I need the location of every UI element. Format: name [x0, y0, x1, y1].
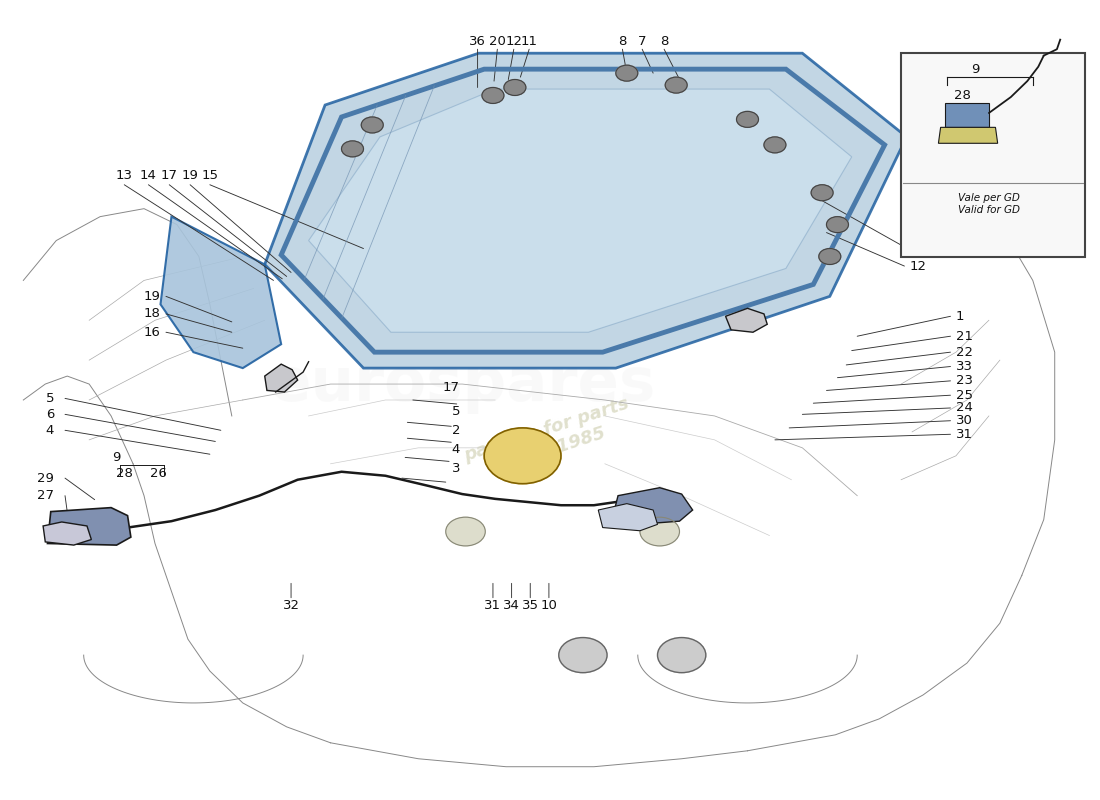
Circle shape [811, 185, 833, 201]
Circle shape [361, 117, 383, 133]
Text: 30: 30 [956, 414, 972, 427]
Text: 5: 5 [45, 392, 54, 405]
Text: 36: 36 [469, 34, 486, 48]
Text: 17: 17 [161, 169, 178, 182]
Text: 4: 4 [46, 424, 54, 437]
Text: 21: 21 [956, 330, 974, 342]
Text: 16: 16 [144, 326, 161, 338]
Text: 31: 31 [956, 428, 974, 441]
Circle shape [341, 141, 363, 157]
Text: 22: 22 [956, 346, 974, 358]
Circle shape [616, 65, 638, 81]
Text: 2: 2 [451, 424, 460, 437]
Polygon shape [265, 364, 298, 392]
Text: 31: 31 [484, 599, 502, 612]
Text: passion for parts
since 1985: passion for parts since 1985 [462, 394, 638, 485]
Text: eurospares: eurospares [270, 354, 656, 414]
Polygon shape [43, 522, 91, 545]
Text: 25: 25 [956, 389, 974, 402]
Polygon shape [726, 308, 767, 332]
Text: 11: 11 [910, 241, 927, 254]
Polygon shape [598, 504, 658, 530]
Text: 8: 8 [660, 34, 669, 48]
Text: 28: 28 [116, 467, 133, 480]
Circle shape [818, 249, 840, 265]
Text: 7: 7 [638, 34, 647, 48]
Text: 5: 5 [451, 405, 460, 418]
Circle shape [737, 111, 759, 127]
Text: 33: 33 [956, 360, 974, 373]
Text: 9: 9 [971, 62, 980, 76]
Text: 17: 17 [443, 381, 460, 394]
Text: 12: 12 [505, 34, 522, 48]
Circle shape [666, 77, 688, 93]
Text: 11: 11 [520, 34, 538, 48]
Text: 18: 18 [144, 307, 161, 321]
Text: 1: 1 [956, 310, 965, 322]
Text: 19: 19 [182, 169, 198, 182]
Text: Vale per GD: Vale per GD [958, 193, 1020, 202]
Text: 27: 27 [37, 489, 54, 502]
Circle shape [826, 217, 848, 233]
Polygon shape [265, 54, 906, 368]
Text: 4: 4 [452, 443, 460, 456]
Circle shape [504, 79, 526, 95]
Text: 13: 13 [116, 169, 133, 182]
Text: 20: 20 [488, 34, 506, 48]
FancyBboxPatch shape [901, 54, 1086, 257]
Text: 32: 32 [283, 599, 299, 612]
Text: 28: 28 [954, 89, 971, 102]
Polygon shape [614, 488, 693, 524]
Text: 6: 6 [46, 408, 54, 421]
Text: 34: 34 [503, 599, 520, 612]
Bar [945, 103, 989, 127]
Polygon shape [938, 127, 998, 143]
Text: 15: 15 [201, 169, 219, 182]
Text: 19: 19 [144, 290, 161, 303]
Text: Valid for GD: Valid for GD [958, 206, 1020, 215]
Text: 12: 12 [910, 259, 927, 273]
Circle shape [482, 87, 504, 103]
Text: 8: 8 [618, 34, 627, 48]
Text: 10: 10 [540, 599, 558, 612]
Text: 3: 3 [451, 462, 460, 475]
Text: 29: 29 [37, 472, 54, 485]
Circle shape [764, 137, 785, 153]
Polygon shape [47, 508, 131, 545]
Circle shape [658, 638, 706, 673]
Polygon shape [309, 89, 851, 332]
Text: 24: 24 [956, 402, 972, 414]
Text: 26: 26 [150, 467, 167, 480]
Text: 9: 9 [112, 451, 121, 464]
Text: 35: 35 [521, 599, 539, 612]
Text: 23: 23 [956, 374, 974, 387]
Circle shape [484, 428, 561, 484]
Text: 14: 14 [140, 169, 157, 182]
Circle shape [559, 638, 607, 673]
Circle shape [446, 517, 485, 546]
Circle shape [640, 517, 680, 546]
Polygon shape [161, 217, 282, 368]
